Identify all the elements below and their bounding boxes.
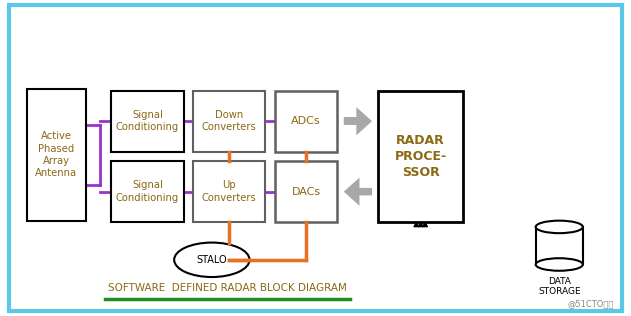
- Text: Signal
Conditioning: Signal Conditioning: [116, 110, 179, 132]
- FancyBboxPatch shape: [536, 227, 583, 264]
- Text: SOFTWARE  DEFINED RADAR BLOCK DIAGRAM: SOFTWARE DEFINED RADAR BLOCK DIAGRAM: [108, 283, 347, 293]
- Text: Signal
Conditioning: Signal Conditioning: [116, 180, 179, 203]
- Ellipse shape: [536, 221, 583, 233]
- Text: Active
Phased
Array
Antenna: Active Phased Array Antenna: [35, 131, 78, 179]
- FancyBboxPatch shape: [193, 91, 265, 152]
- FancyBboxPatch shape: [344, 118, 357, 125]
- FancyBboxPatch shape: [193, 161, 265, 222]
- Ellipse shape: [536, 258, 583, 271]
- FancyBboxPatch shape: [274, 91, 338, 152]
- Text: Down
Converters: Down Converters: [202, 110, 256, 132]
- Text: @51CTO博客: @51CTO博客: [567, 299, 614, 308]
- Polygon shape: [344, 107, 372, 135]
- Text: ADCs: ADCs: [292, 116, 321, 126]
- FancyBboxPatch shape: [27, 89, 86, 221]
- Text: Up
Converters: Up Converters: [202, 180, 256, 203]
- Ellipse shape: [174, 243, 249, 277]
- Polygon shape: [344, 178, 372, 206]
- FancyBboxPatch shape: [274, 161, 338, 222]
- Text: RADAR
PROCE-
SSOR: RADAR PROCE- SSOR: [394, 134, 447, 179]
- FancyBboxPatch shape: [111, 161, 184, 222]
- Text: STALO: STALO: [196, 255, 227, 265]
- FancyBboxPatch shape: [111, 91, 184, 152]
- Text: DACs: DACs: [292, 187, 321, 197]
- Text: DATA
STORAGE: DATA STORAGE: [538, 277, 581, 296]
- FancyBboxPatch shape: [379, 91, 463, 222]
